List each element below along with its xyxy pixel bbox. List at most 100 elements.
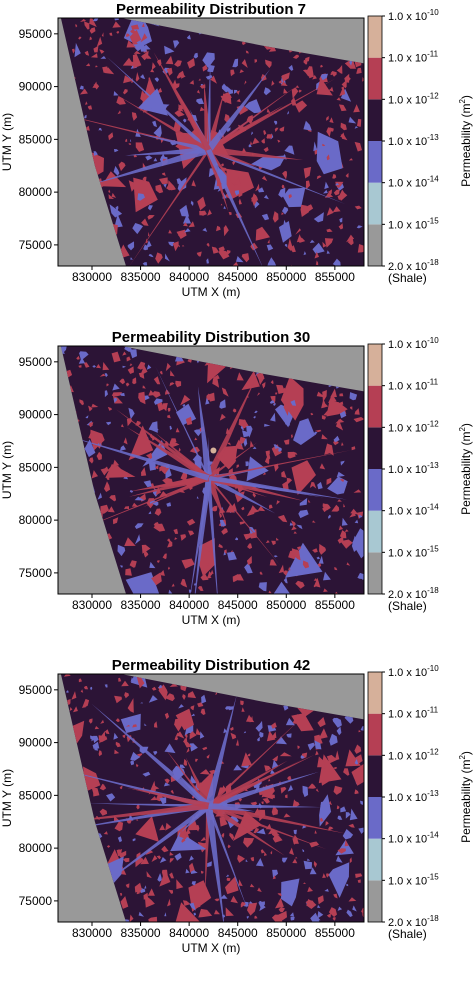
facies-patch [183,118,187,123]
facies-patch [343,503,346,508]
facies-patch [179,204,190,217]
facies-patch [221,832,225,839]
facies-patch [113,91,119,96]
facies-patch [345,172,349,178]
y-tick-label: 80000 [19,513,53,527]
facies-patch [244,562,253,574]
facies-patch [222,94,232,105]
facies-patch [354,759,359,765]
facies-patch [84,114,87,119]
colorbar-band [368,552,382,594]
colorbar-band [368,797,382,839]
facies-patch [238,198,242,205]
facies-patch [313,212,324,223]
facies-patch [266,244,274,251]
radial-shard [206,57,211,150]
facies-patch [332,174,337,179]
colorbar-tick-label: 1.0 x 10-15 [388,544,439,559]
facies-patch [218,543,223,548]
facies-patch [293,418,315,445]
facies-patch [114,749,120,754]
radial-shard [128,149,210,266]
facies-patch [78,357,86,364]
facies-patch [180,471,188,482]
facies-patch [329,733,338,746]
facies-patch [89,457,94,464]
facies-patch [93,735,99,744]
facies-patch [350,508,359,515]
facies-patch [235,739,239,746]
facies-patch [180,534,187,541]
facies-patch [181,558,195,569]
facies-patch [326,228,333,233]
facies-patch [151,686,157,691]
facies-patch [339,85,346,97]
facies-patch [141,544,151,554]
facies-patch [351,535,359,552]
facies-patch [202,227,208,232]
facies-patch [268,590,272,594]
facies-patch [154,464,159,470]
facies-patch [199,106,205,112]
facies-patch [166,502,172,507]
facies-patch [129,349,137,359]
facies-patch [189,743,198,752]
facies-patch [189,855,194,861]
facies-patch [194,437,198,441]
radial-shard [86,803,209,808]
facies-patch [340,479,344,482]
facies-patch [210,75,217,84]
facies-patch [284,244,288,247]
facies-patch [243,837,255,848]
facies-patch [154,452,159,457]
facies-patch [163,782,171,787]
facies-patch [151,572,162,586]
facies-patch [276,500,281,505]
facies-patch [285,542,323,578]
radial-shard [206,805,249,912]
x-tick-label: 855000 [315,270,355,284]
facies-patch [253,415,256,419]
facies-patch [90,53,98,58]
facies-patch [233,764,243,771]
facies-patch [333,435,340,443]
facies-patch [357,572,364,580]
radial-shard [205,374,258,480]
facies-patch [146,871,152,879]
facies-patch [212,378,220,388]
colorbar-tick-label: 1.0 x 10-13 [388,133,439,148]
facies-patch [354,141,362,152]
facies-patch [356,225,363,229]
facies-patch [122,734,126,738]
radial-shard [206,105,284,153]
facies-patch [236,90,240,95]
facies-patch [320,794,331,807]
facies-patch [275,392,278,395]
facies-patch [184,742,192,748]
facies-patch [265,59,272,69]
facies-patch [151,391,161,398]
facies-patch [335,418,345,424]
facies-patch [104,684,108,688]
facies-patch [183,214,192,224]
facies-patch [116,849,122,857]
facies-patch [255,183,260,192]
facies-patch [153,124,162,138]
facies-patch [219,513,222,518]
facies-patch [207,65,215,73]
facies-patch [251,155,286,171]
facies-patch [326,250,330,254]
facies-patch [246,555,252,566]
facies-patch [189,862,196,873]
facies-patch [164,45,175,55]
facies-patch [254,410,258,414]
facies-patch [93,151,98,156]
y-tick-label: 85000 [19,460,53,474]
facies-patch [78,36,82,40]
facies-patch [184,733,188,739]
facies-patch [275,898,284,909]
colorbar-tick-label: 1.0 x 10-10 [388,8,439,23]
facies-patch [122,351,127,356]
facies-patch [289,847,294,856]
facies-patch [96,364,102,369]
